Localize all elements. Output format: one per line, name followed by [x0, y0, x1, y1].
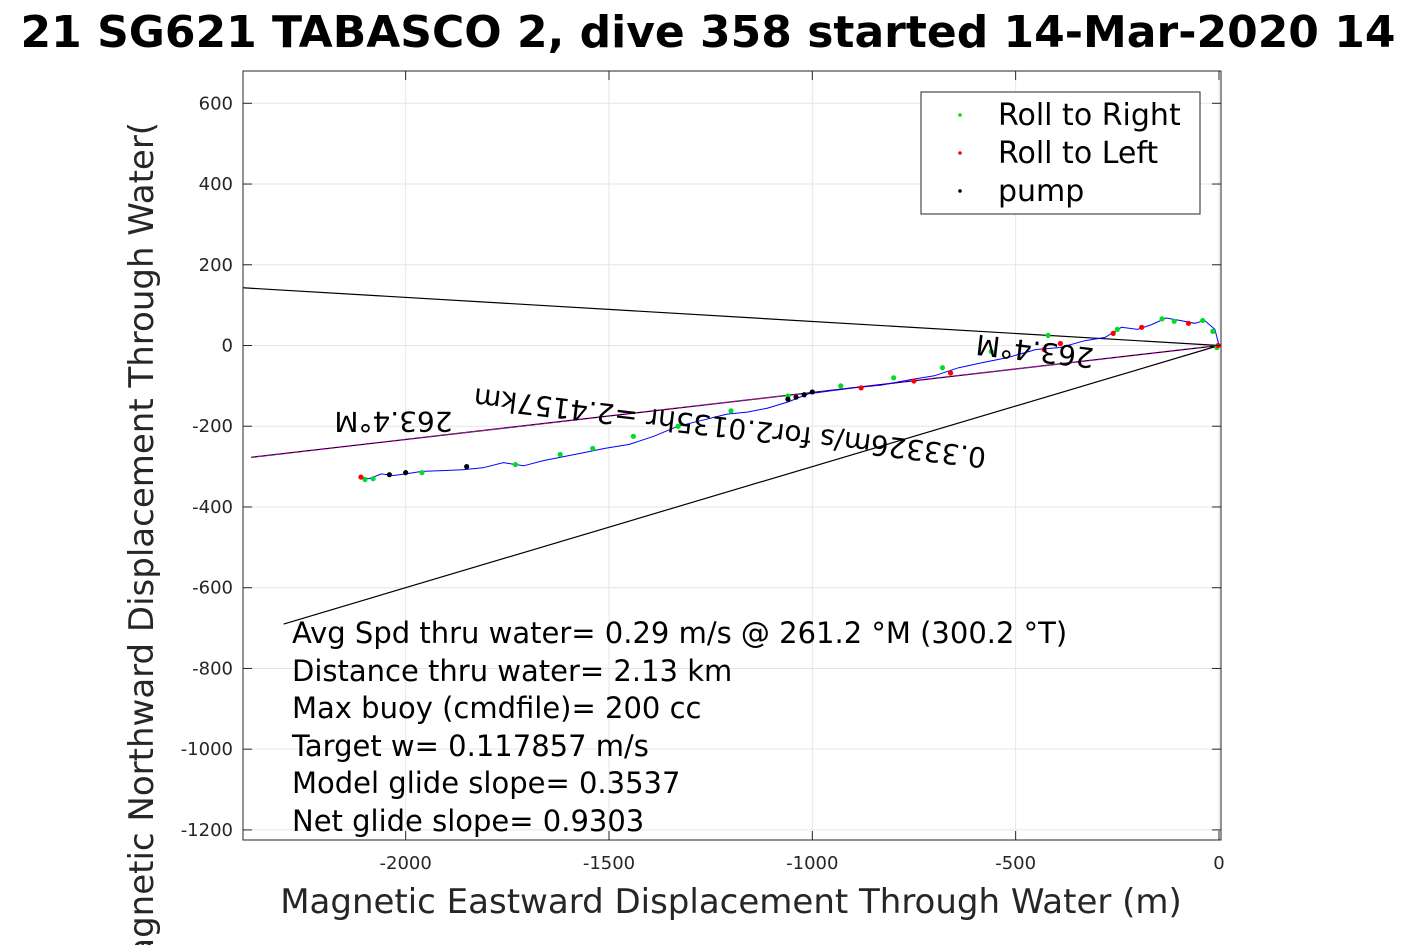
roll-right-point [419, 470, 425, 476]
roll-left-point [947, 370, 954, 376]
reference-lines [243, 287, 1220, 625]
roll-right-point [362, 476, 368, 483]
x-axis-label: Magnetic Eastward Displacement Through W… [280, 882, 1182, 922]
y-tick-label: -800 [192, 658, 233, 679]
bearing-label: 263.4°M [334, 405, 452, 438]
roll-right-point [838, 383, 844, 389]
annotation-avg-speed: Avg Spd thru water= 0.29 m/s @ 261.2 °M … [292, 616, 1067, 650]
roll-left-point [858, 385, 864, 391]
legend-box [920, 91, 1201, 215]
y-tick-label: 600 [199, 93, 233, 114]
roll-right-point [1159, 316, 1165, 322]
annotation-model-glide: Model glide slope= 0.3537 [292, 766, 680, 800]
cone-line [243, 287, 1220, 347]
roll-left-point [1057, 340, 1063, 347]
glider-track [360, 317, 1220, 480]
legend-label-roll-left: Roll to Left [998, 136, 1158, 171]
roll-left-point [358, 474, 364, 480]
roll-right-point [1114, 326, 1120, 332]
roll-right-point [590, 445, 596, 452]
roll-right-point [939, 365, 946, 371]
y-tick-label: -600 [192, 578, 233, 599]
y-tick-label: 400 [199, 174, 233, 195]
legend-marker-roll-left [958, 151, 962, 155]
annotation-net-glide: Net glide slope= 0.9303 [292, 804, 644, 838]
roll-right-point [1200, 317, 1206, 324]
roll-right-point [1171, 318, 1177, 324]
pump-point [464, 464, 470, 470]
roll-right-point [728, 408, 734, 414]
axes-box [242, 70, 1222, 841]
x-tick-label: -500 [995, 853, 1036, 874]
roll-left-point [911, 378, 917, 384]
annotation-target-w: Target w= 0.117857 m/s [291, 729, 649, 763]
annotation-distance: Distance thru water= 2.13 km [292, 654, 732, 688]
roll-right-point [988, 348, 994, 355]
x-tick-label: -2000 [380, 853, 432, 874]
roll-right-point [557, 451, 563, 458]
pump-point [809, 389, 815, 395]
y-tick-label: -1000 [181, 739, 233, 760]
bearing-label: 263.4°M [974, 328, 1095, 375]
legend-label-pump: pump [998, 174, 1084, 209]
bearing-labels: 263.4°M 263.4°M 0.33326m/s for2.0135hr =2.… [334, 328, 1095, 474]
roll-right-point [891, 375, 897, 381]
annotation-max-buoy: Max buoy (cmdfile)= 200 cc [292, 691, 701, 725]
roll-right-point [1045, 332, 1051, 339]
roll-left-point [1110, 330, 1116, 336]
speed-distance-label: 0.33326m/s for2.0135hr =2.4157km [472, 381, 988, 474]
roll-right-point [370, 476, 376, 482]
course-line-dashed [251, 344, 1220, 459]
axis-ticks: -2000 -1500 -1000 -500 0 600 400 200 0 -200 -400 -6… [181, 71, 1225, 874]
y-axis-label: Magnetic Northward Displacement Through … [122, 122, 162, 945]
stats-annotations: Avg Spd thru water= 0.29 m/s @ 261.2 °M … [291, 616, 1067, 838]
roll-left-point [1185, 320, 1192, 326]
pump-point [403, 470, 409, 476]
scatter-points [358, 316, 1221, 483]
x-tick-label: 0 [1213, 853, 1224, 874]
roll-right-point [512, 461, 519, 468]
x-tick-label: -1000 [786, 853, 838, 874]
y-tick-label: 200 [199, 255, 233, 276]
chart-title: 21 SG621 TABASCO 2, dive 358 started 14-… [21, 7, 1396, 58]
legend: Roll to Right Roll to Left pump [920, 91, 1201, 215]
pump-point [386, 472, 392, 478]
roll-right-point [1210, 328, 1216, 334]
x-tick-label: -1500 [583, 853, 635, 874]
y-tick-label: -200 [192, 416, 233, 437]
y-tick-label: 0 [222, 335, 233, 356]
y-tick-label: -400 [192, 497, 233, 518]
cone-line [283, 344, 1220, 625]
pump-point [785, 396, 791, 402]
roll-right-point [675, 423, 681, 429]
roll-left-point [1139, 324, 1145, 330]
roll-left-point [1041, 346, 1047, 353]
roll-right-point [630, 433, 636, 439]
y-tick-label: -1200 [181, 820, 233, 841]
pump-point [793, 394, 799, 400]
track-line [360, 317, 1220, 480]
legend-marker-roll-right [958, 113, 962, 117]
legend-label-roll-right: Roll to Right [998, 98, 1181, 133]
pump-point [801, 392, 807, 398]
legend-marker-pump [958, 189, 962, 193]
